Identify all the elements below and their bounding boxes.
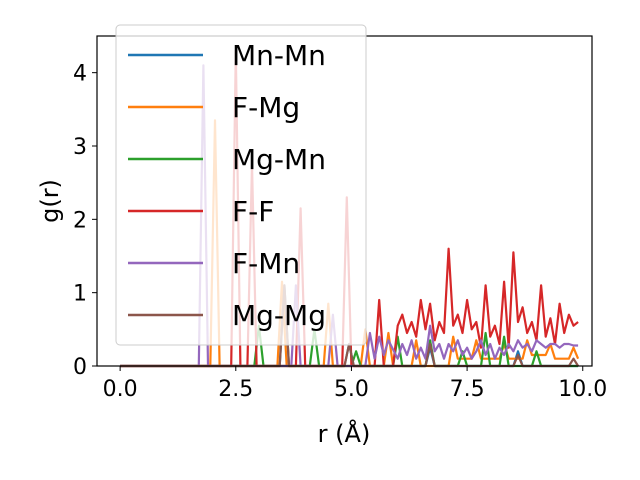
y-axis-label: g(r) bbox=[36, 179, 64, 223]
x-axis-label: r (Å) bbox=[318, 419, 371, 448]
x-tick-label: 5.0 bbox=[334, 377, 369, 402]
legend-label-mg-mn: Mg-Mn bbox=[232, 143, 326, 176]
x-tick-label: 7.5 bbox=[450, 377, 485, 402]
y-axis: 0 1 2 3 4 bbox=[73, 62, 97, 380]
y-tick-label: 4 bbox=[73, 62, 87, 87]
legend: Mn-Mn F-Mg Mg-Mn F-F F-Mn Mg-Mg bbox=[115, 24, 367, 346]
legend-box bbox=[115, 24, 367, 346]
y-tick-label: 0 bbox=[73, 355, 87, 380]
legend-label-f-mg: F-Mg bbox=[232, 91, 300, 124]
y-tick-label: 2 bbox=[73, 208, 87, 233]
x-tick-label: 0.0 bbox=[103, 377, 138, 402]
y-tick-label: 1 bbox=[73, 282, 87, 307]
legend-label-f-mn: F-Mn bbox=[232, 247, 300, 280]
x-tick-label: 2.5 bbox=[218, 377, 253, 402]
x-axis: 0.0 2.5 5.0 7.5 10.0 bbox=[103, 366, 607, 402]
legend-label-mn-mn: Mn-Mn bbox=[232, 39, 326, 72]
legend-label-f-f: F-F bbox=[232, 195, 274, 228]
x-tick-label: 10.0 bbox=[558, 377, 607, 402]
y-tick-label: 3 bbox=[73, 135, 87, 160]
legend-label-mg-mg: Mg-Mg bbox=[232, 299, 326, 332]
